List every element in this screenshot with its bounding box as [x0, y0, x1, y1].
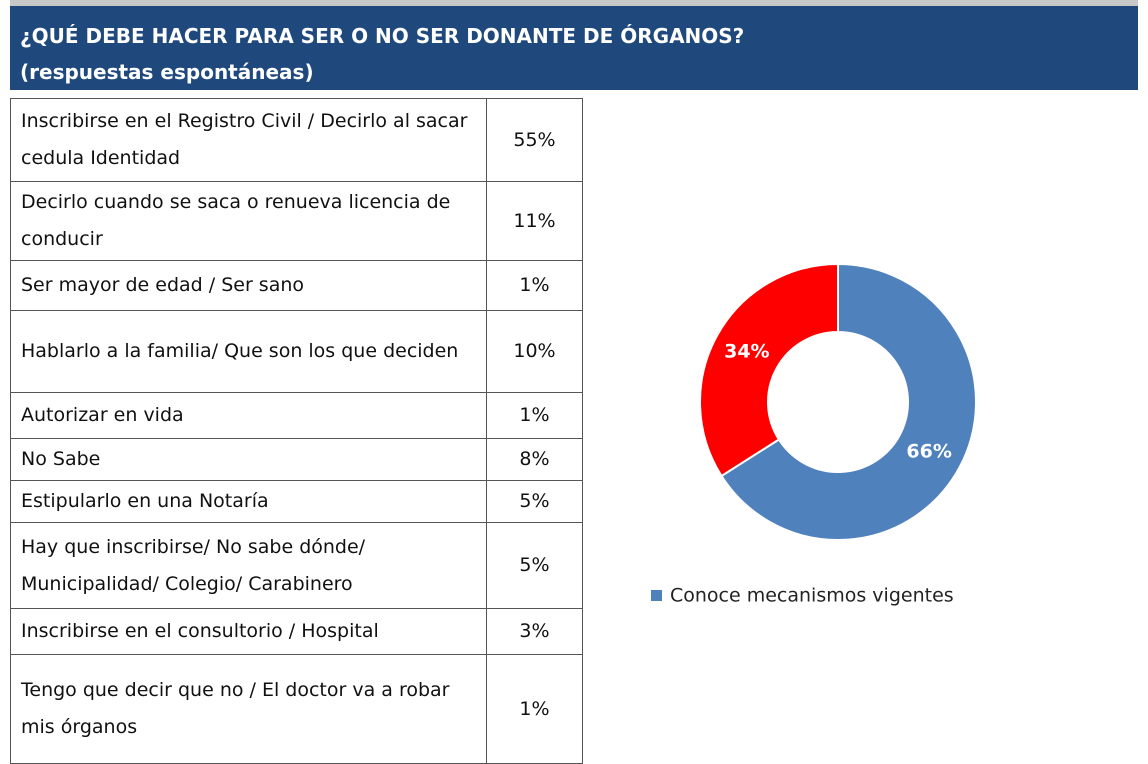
answer-cell: Decirlo cuando se saca o renueva licenci…	[10, 181, 487, 261]
title: ¿QUÉ DEBE HACER PARA SER O NO SER DONANT…	[20, 24, 745, 48]
answer-cell: No Sabe	[10, 438, 487, 481]
percent-cell: 1%	[486, 654, 583, 764]
table-row: Hay que inscribirse/ No sabe dónde/ Muni…	[10, 522, 583, 609]
data-label: 34%	[724, 340, 769, 362]
table-row: Inscribirse en el consultorio / Hospital…	[10, 608, 583, 655]
percent-cell: 11%	[486, 181, 583, 261]
table-row: Tengo que decir que no / El doctor va a …	[10, 654, 583, 764]
answer-cell: Tengo que decir que no / El doctor va a …	[10, 654, 487, 764]
donut-slice	[720, 262, 977, 541]
answer-cell: Ser mayor de edad / Ser sano	[10, 260, 487, 311]
data-label: 66%	[906, 441, 951, 463]
donut-slice	[699, 262, 839, 478]
table-row: Autorizar en vida 1%	[10, 392, 583, 439]
answer-cell: Estipularlo en una Notaría	[10, 480, 487, 523]
table-row: Hablarlo a la familia/ Que son los que d…	[10, 310, 583, 393]
answer-cell: Inscribirse en el Registro Civil / Decir…	[10, 98, 487, 182]
table-row: Estipularlo en una Notaría 5%	[10, 480, 583, 523]
percent-cell: 1%	[486, 260, 583, 311]
percent-cell: 8%	[486, 438, 583, 481]
answer-cell: Inscribirse en el consultorio / Hospital	[10, 608, 487, 655]
legend-label: Conoce mecanismos vigentes	[670, 585, 954, 607]
table-row: Ser mayor de edad / Ser sano 1%	[10, 260, 583, 311]
table: Inscribirse en el Registro Civil / Decir…	[10, 98, 583, 764]
subtitle: (respuestas espontáneas)	[20, 60, 314, 84]
legend-swatch	[651, 590, 662, 601]
answer-cell: Hay que inscribirse/ No sabe dónde/ Muni…	[10, 522, 487, 609]
percent-cell: 55%	[486, 98, 583, 182]
header: ¿QUÉ DEBE HACER PARA SER O NO SER DONANT…	[10, 0, 1138, 90]
percent-cell: 5%	[486, 480, 583, 523]
percent-cell: 5%	[486, 522, 583, 609]
answer-cell: Autorizar en vida	[10, 392, 487, 439]
percent-cell: 1%	[486, 392, 583, 439]
table-row: No Sabe 8%	[10, 438, 583, 481]
table-row: Decirlo cuando se saca o renueva licenci…	[10, 181, 583, 261]
table-row: Inscribirse en el Registro Civil / Decir…	[10, 98, 583, 182]
answer-cell: Hablarlo a la familia/ Que son los que d…	[10, 310, 487, 393]
percent-cell: 3%	[486, 608, 583, 655]
percent-cell: 10%	[486, 310, 583, 393]
